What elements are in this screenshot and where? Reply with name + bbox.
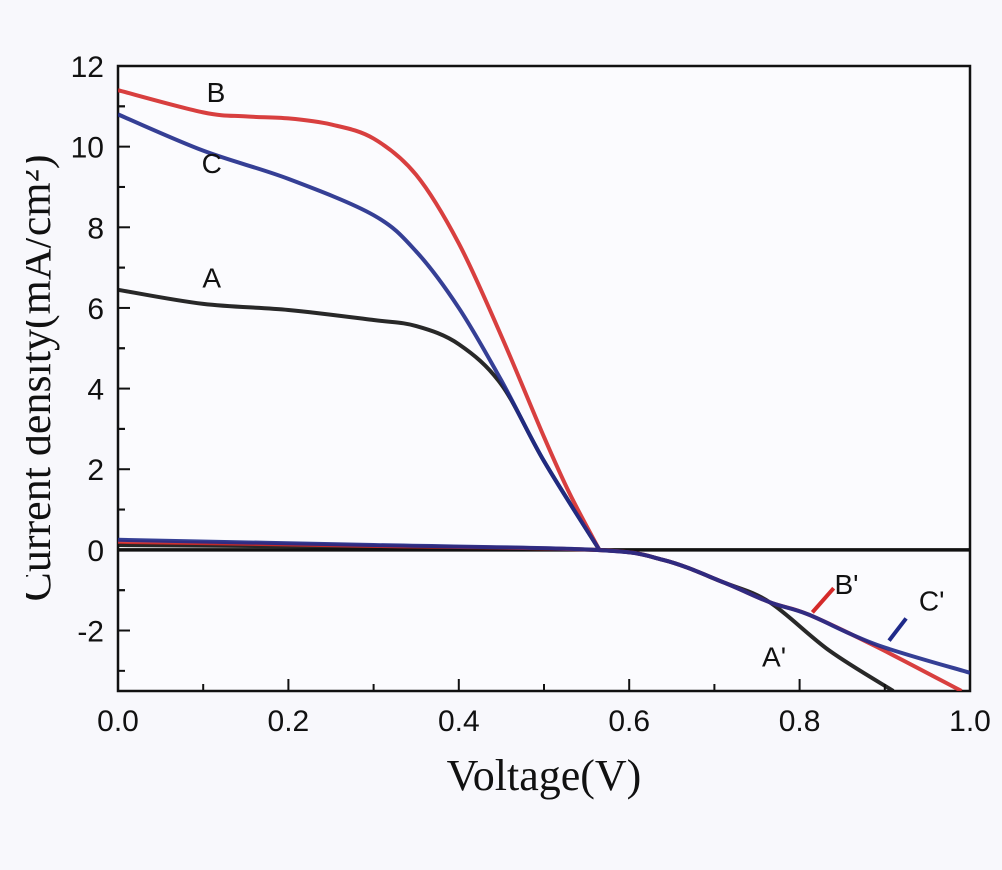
y-tick-label: -2 — [77, 616, 104, 649]
y-tick-label: 8 — [87, 212, 104, 245]
curve-label: B — [207, 77, 226, 108]
x-tick-label: 0.8 — [779, 705, 821, 738]
y-tick-label: 0 — [87, 535, 104, 568]
annotations: B C A B' C' A' — [202, 77, 945, 673]
curve-label: A' — [762, 642, 786, 673]
curve-label: A — [202, 263, 221, 294]
series-line-c — [118, 112, 602, 551]
axis-ticks: 0.0 0.2 0.4 0.6 0.8 1.0 -2 0 2 4 6 8 10 12 — [71, 51, 991, 738]
annotation-leader — [810, 586, 836, 614]
x-tick-label: 0.4 — [438, 705, 480, 738]
y-tick-label: 10 — [71, 132, 104, 165]
series-line-b — [118, 88, 602, 551]
curve-label: B' — [834, 569, 858, 600]
y-tick-label: 4 — [87, 374, 104, 407]
series-line-c-prime — [118, 537, 970, 675]
annotation-leader — [887, 617, 908, 642]
x-axis-title: Voltage(V) — [447, 751, 642, 800]
y-axis-title: Current density(mA/cm²) — [11, 155, 60, 602]
x-tick-label: 1.0 — [949, 705, 991, 738]
y-tick-label: 6 — [87, 293, 104, 326]
y-tick-label: 2 — [87, 454, 104, 487]
curve-label: C — [202, 148, 222, 179]
y-tick-label: 12 — [71, 51, 104, 84]
x-tick-label: 0.2 — [268, 705, 310, 738]
curve-label: C' — [919, 585, 945, 616]
x-tick-label: 0.6 — [608, 705, 650, 738]
x-tick-label: 0.0 — [97, 705, 139, 738]
series-group — [118, 88, 970, 691]
